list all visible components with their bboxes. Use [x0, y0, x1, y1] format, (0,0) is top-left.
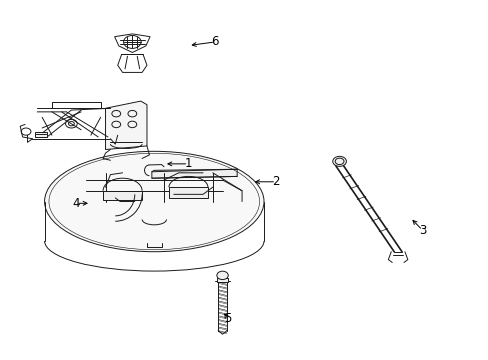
Ellipse shape	[44, 151, 264, 252]
Text: 2: 2	[272, 175, 279, 188]
Text: 1: 1	[184, 157, 192, 170]
Bar	[217, 278, 227, 282]
Text: 6: 6	[211, 35, 219, 49]
Polygon shape	[152, 169, 237, 178]
Text: 3: 3	[418, 224, 426, 237]
Text: 4: 4	[72, 197, 80, 210]
Bar	[35, 132, 47, 137]
Circle shape	[216, 271, 228, 280]
Polygon shape	[105, 101, 147, 149]
Bar	[168, 187, 207, 198]
Bar	[103, 191, 142, 200]
Circle shape	[332, 156, 346, 166]
Text: 5: 5	[224, 311, 231, 325]
